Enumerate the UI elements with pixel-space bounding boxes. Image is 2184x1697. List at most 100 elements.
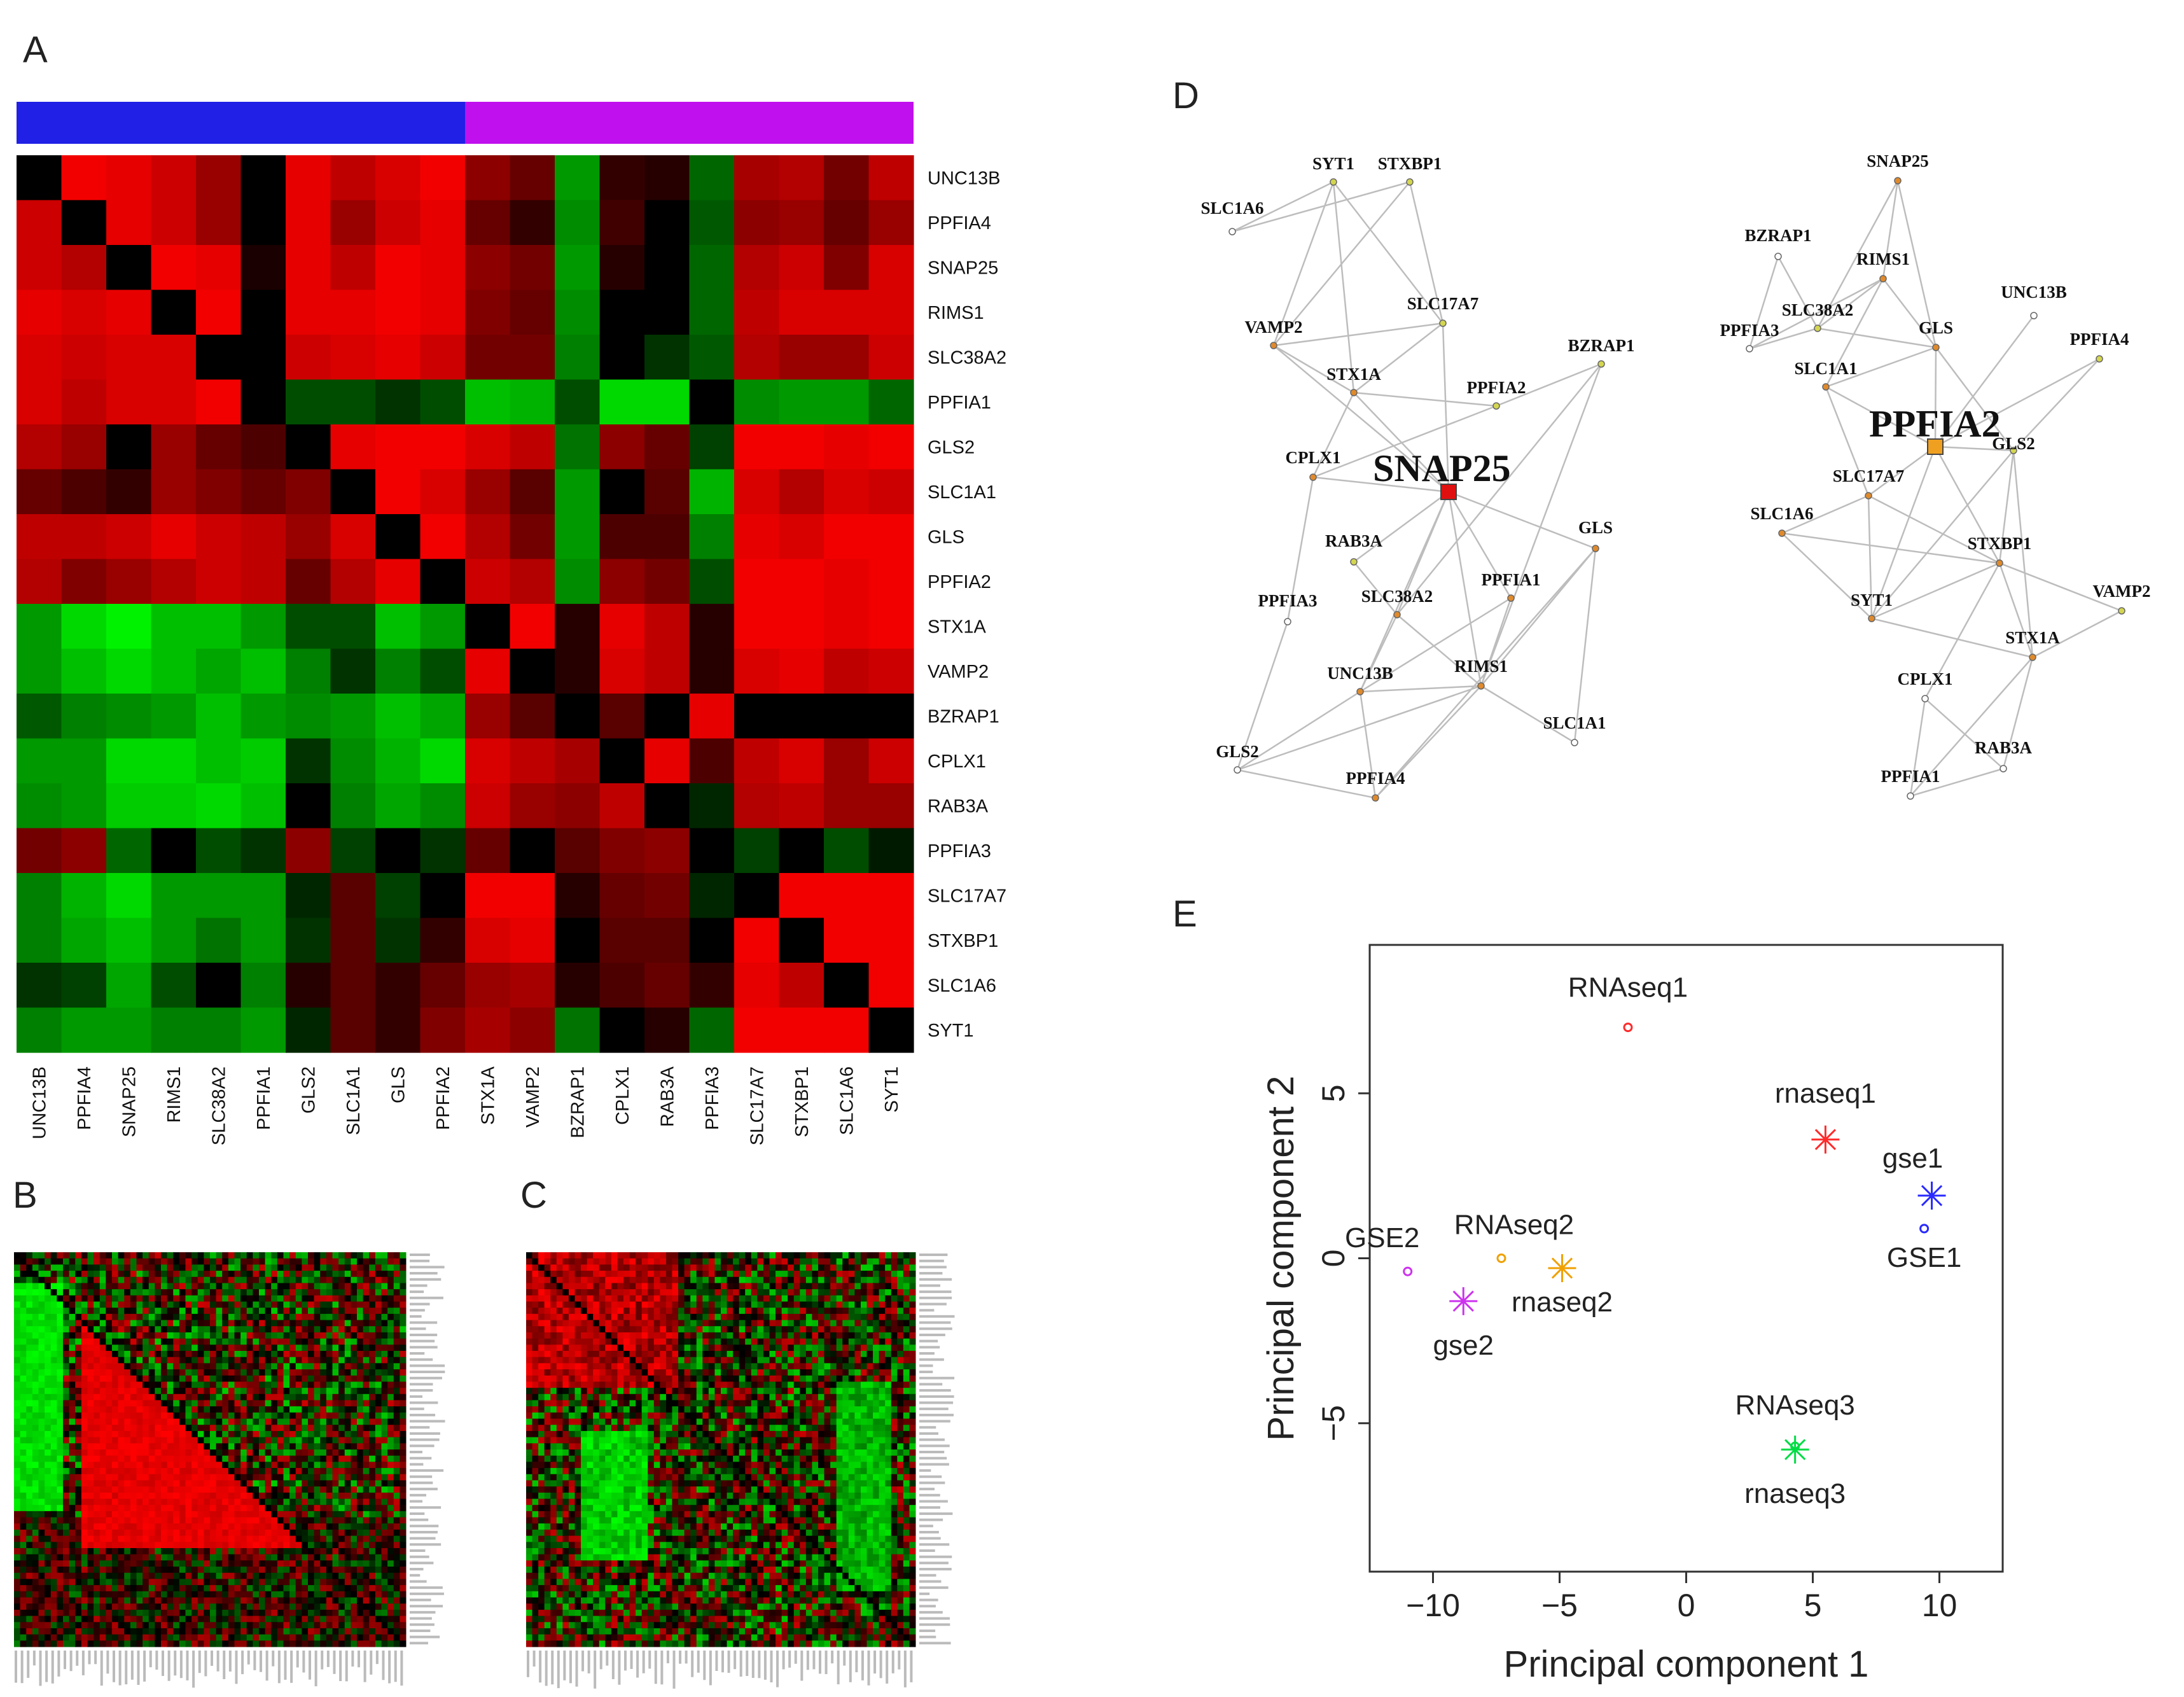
thumbnail-cell (130, 1425, 137, 1432)
thumbnail-cell (302, 1271, 309, 1278)
thumbnail-cell (50, 1634, 57, 1641)
thumbnail-cell (234, 1480, 241, 1487)
thumbnail-cell (106, 1628, 113, 1635)
thumbnail-cell (69, 1567, 76, 1574)
thumbnail-cell (240, 1443, 247, 1450)
thumbnail-cell (344, 1344, 351, 1351)
thumbnail-cell (118, 1603, 125, 1610)
heatmap-cell (510, 694, 555, 739)
thumbnail-cell (672, 1271, 679, 1278)
thumbnail-cell (143, 1455, 150, 1462)
thumbnail-cell (26, 1425, 33, 1432)
thumbnail-cell (246, 1449, 253, 1456)
thumbnail-cell (210, 1289, 217, 1296)
thumbnail-cell (57, 1326, 64, 1333)
heatmap-cell (151, 738, 197, 784)
thumbnail-col-label-mark (284, 1651, 287, 1680)
heatmap-cell (420, 828, 466, 874)
thumbnail-cell (179, 1412, 186, 1420)
thumbnail-row-label-mark (410, 1463, 424, 1466)
thumbnail-col-label-mark (100, 1651, 103, 1686)
thumbnail-cell (112, 1634, 119, 1641)
heatmap-cell (106, 469, 152, 515)
thumbnail-cell (14, 1276, 21, 1283)
thumbnail-cell (124, 1554, 131, 1561)
thumbnail-cell (363, 1628, 370, 1635)
thumbnail-cell (277, 1295, 284, 1302)
thumbnail-cell (897, 1252, 904, 1259)
thumbnail-cell (191, 1597, 198, 1604)
thumbnail-cell (87, 1425, 94, 1432)
heatmap-cell (375, 918, 421, 963)
thumbnail-cell (271, 1634, 278, 1641)
thumbnail-cell (45, 1375, 52, 1382)
thumbnail-cell (94, 1313, 101, 1321)
thumbnail-cell (14, 1523, 21, 1530)
thumbnail-cell (167, 1628, 174, 1635)
thumbnail-cell (842, 1264, 849, 1271)
thumbnail-cell (259, 1498, 266, 1505)
thumbnail-cell (381, 1400, 388, 1407)
thumbnail-cell (216, 1308, 223, 1315)
thumbnail-cell (351, 1523, 358, 1530)
heatmap-cell (510, 245, 555, 291)
thumbnail-cell (277, 1628, 284, 1635)
thumbnail-cell (45, 1357, 52, 1364)
thumbnail-cell (63, 1474, 70, 1481)
thumbnail-cell (197, 1326, 204, 1333)
thumbnail-cell (611, 1264, 618, 1271)
thumbnail-col-label-mark (204, 1651, 207, 1677)
thumbnail-cell (393, 1418, 400, 1425)
thumbnail-cell (32, 1597, 39, 1604)
thumbnail-cell (375, 1591, 382, 1598)
heatmap-cell (510, 828, 555, 874)
thumbnail-cell (369, 1425, 376, 1432)
thumbnail-cell (400, 1498, 407, 1505)
thumbnail-cell (302, 1430, 309, 1438)
thumbnail-cell (271, 1449, 278, 1456)
thumbnail-cell (289, 1400, 296, 1407)
thumbnail-cell (94, 1344, 101, 1351)
heatmap-cell (465, 648, 511, 694)
thumbnail-cell (26, 1332, 33, 1339)
thumbnail-cell (240, 1462, 247, 1469)
thumbnail-cell (14, 1313, 21, 1321)
thumbnail-cell (653, 1258, 660, 1265)
heatmap-cell (106, 559, 152, 604)
thumbnail-cell (75, 1283, 82, 1290)
thumbnail-cell (26, 1585, 33, 1592)
thumbnail-cell (124, 1295, 131, 1302)
thumbnail-cell (222, 1591, 229, 1598)
thumbnail-cell (210, 1425, 217, 1432)
thumbnail-cell (259, 1430, 266, 1438)
thumbnail-cell (185, 1344, 192, 1351)
thumbnail-cell (45, 1425, 52, 1432)
thumbnail-cell (99, 1616, 106, 1623)
thumbnail-cell (253, 1363, 260, 1370)
thumbnail-cell (338, 1326, 345, 1333)
thumbnail-cell (148, 1430, 155, 1438)
thumbnail-cell (338, 1289, 345, 1296)
thumbnail-cell (130, 1597, 137, 1604)
thumbnail-cell (222, 1301, 229, 1308)
thumbnail-cell (185, 1351, 192, 1358)
heatmap-cell (106, 738, 152, 784)
thumbnail-cell (197, 1276, 204, 1283)
thumbnail-cell (173, 1622, 180, 1629)
thumbnail-cell (271, 1462, 278, 1469)
thumbnail-cell (130, 1628, 137, 1635)
thumbnail-cell (393, 1406, 400, 1413)
thumbnail-cell (99, 1480, 106, 1487)
thumbnail-cell (860, 1264, 867, 1271)
thumbnail-cell (32, 1628, 39, 1635)
thumbnail-cell (148, 1289, 155, 1296)
heatmap-cell (555, 469, 601, 515)
heatmap-cell (779, 963, 824, 1009)
thumbnail-cell (351, 1486, 358, 1493)
thumbnail-cell (210, 1375, 217, 1382)
thumbnail-cell (204, 1264, 211, 1271)
thumbnail-cell (344, 1449, 351, 1456)
thumbnail-cell (14, 1437, 21, 1444)
heatmap-cell (734, 738, 780, 784)
thumbnail-cell (903, 1264, 910, 1271)
